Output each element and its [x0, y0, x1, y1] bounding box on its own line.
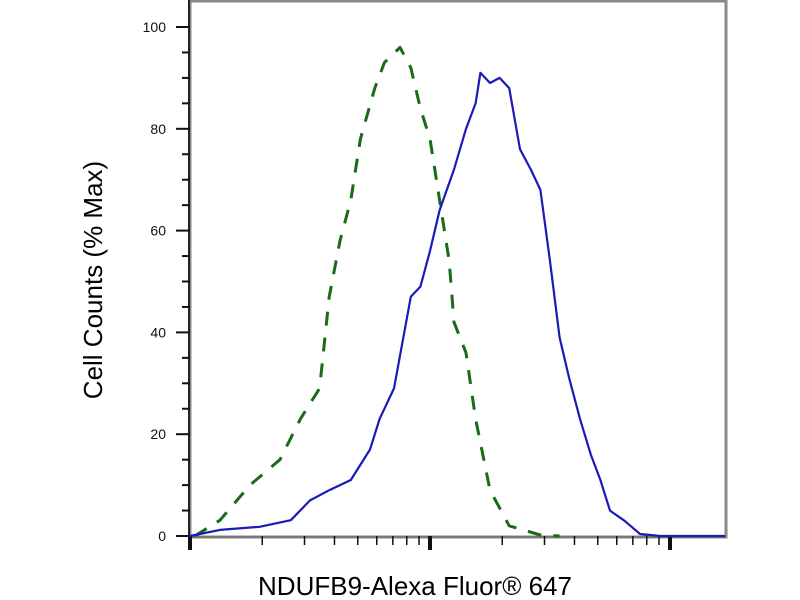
control-histogram-line	[194, 45, 560, 538]
y-axis-label: Cell Counts (% Max)	[78, 161, 108, 399]
y-tick-label: 40	[150, 324, 166, 340]
y-tick-label: 80	[150, 121, 166, 137]
plot-frame	[188, 0, 728, 539]
y-tick-label: 60	[150, 223, 166, 239]
y-tick-label: 0	[158, 528, 166, 544]
sample-histogram-line	[189, 71, 726, 538]
y-tick-label: 20	[150, 426, 166, 442]
y-tick-label: 100	[143, 19, 167, 35]
x-axis-label: NDUFB9-Alexa Fluor® 647	[258, 571, 572, 600]
